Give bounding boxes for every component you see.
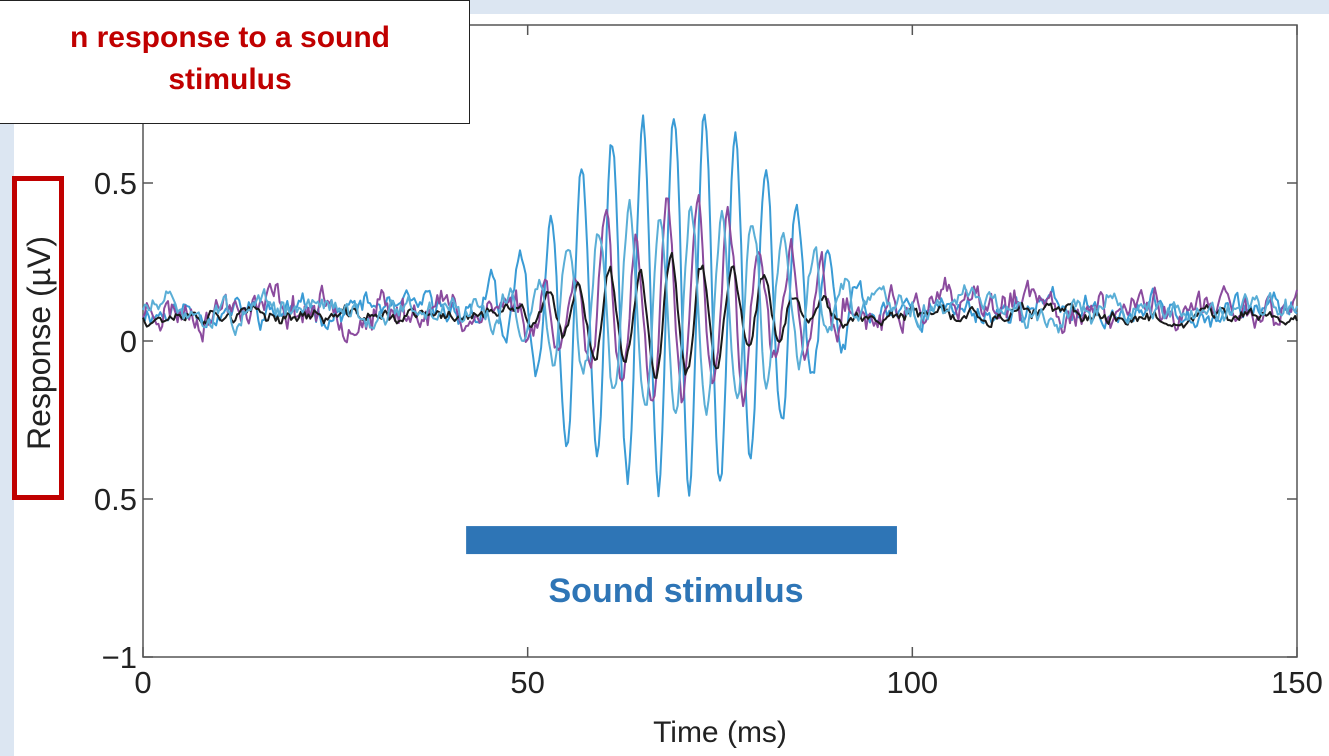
axes: 0 50 100 150 −1 0.5 0 0.5 — [94, 24, 1323, 700]
x-tick-label: 50 — [510, 665, 544, 700]
series-lines — [142, 113, 1298, 498]
y-tick-label: 0.5 — [94, 482, 137, 517]
title-callout: n response to a sound stimulus — [0, 0, 470, 124]
y-tick-label: −1 — [102, 640, 137, 675]
x-tick-label: 150 — [1271, 665, 1323, 700]
callout-line-1: n response to a sound — [69, 21, 391, 54]
x-tick-label: 100 — [886, 665, 938, 700]
stimulus-label: Sound stimulus — [548, 572, 804, 610]
y-tick-label: 0 — [120, 324, 137, 359]
series-line-4 — [142, 198, 1298, 416]
left-background-band — [0, 0, 14, 756]
series-line-3 — [142, 251, 1298, 379]
stimulus-bar — [466, 526, 897, 555]
x-axis-label: Time (ms) — [653, 716, 787, 749]
y-label-highlight-box — [12, 176, 64, 500]
series-line-1 — [142, 113, 1298, 498]
callout-line-2: stimulus — [168, 63, 292, 96]
y-axis-label: Response (µV) — [21, 236, 57, 450]
x-tick-label: 0 — [134, 665, 151, 700]
y-tick-label: 0.5 — [94, 166, 137, 201]
